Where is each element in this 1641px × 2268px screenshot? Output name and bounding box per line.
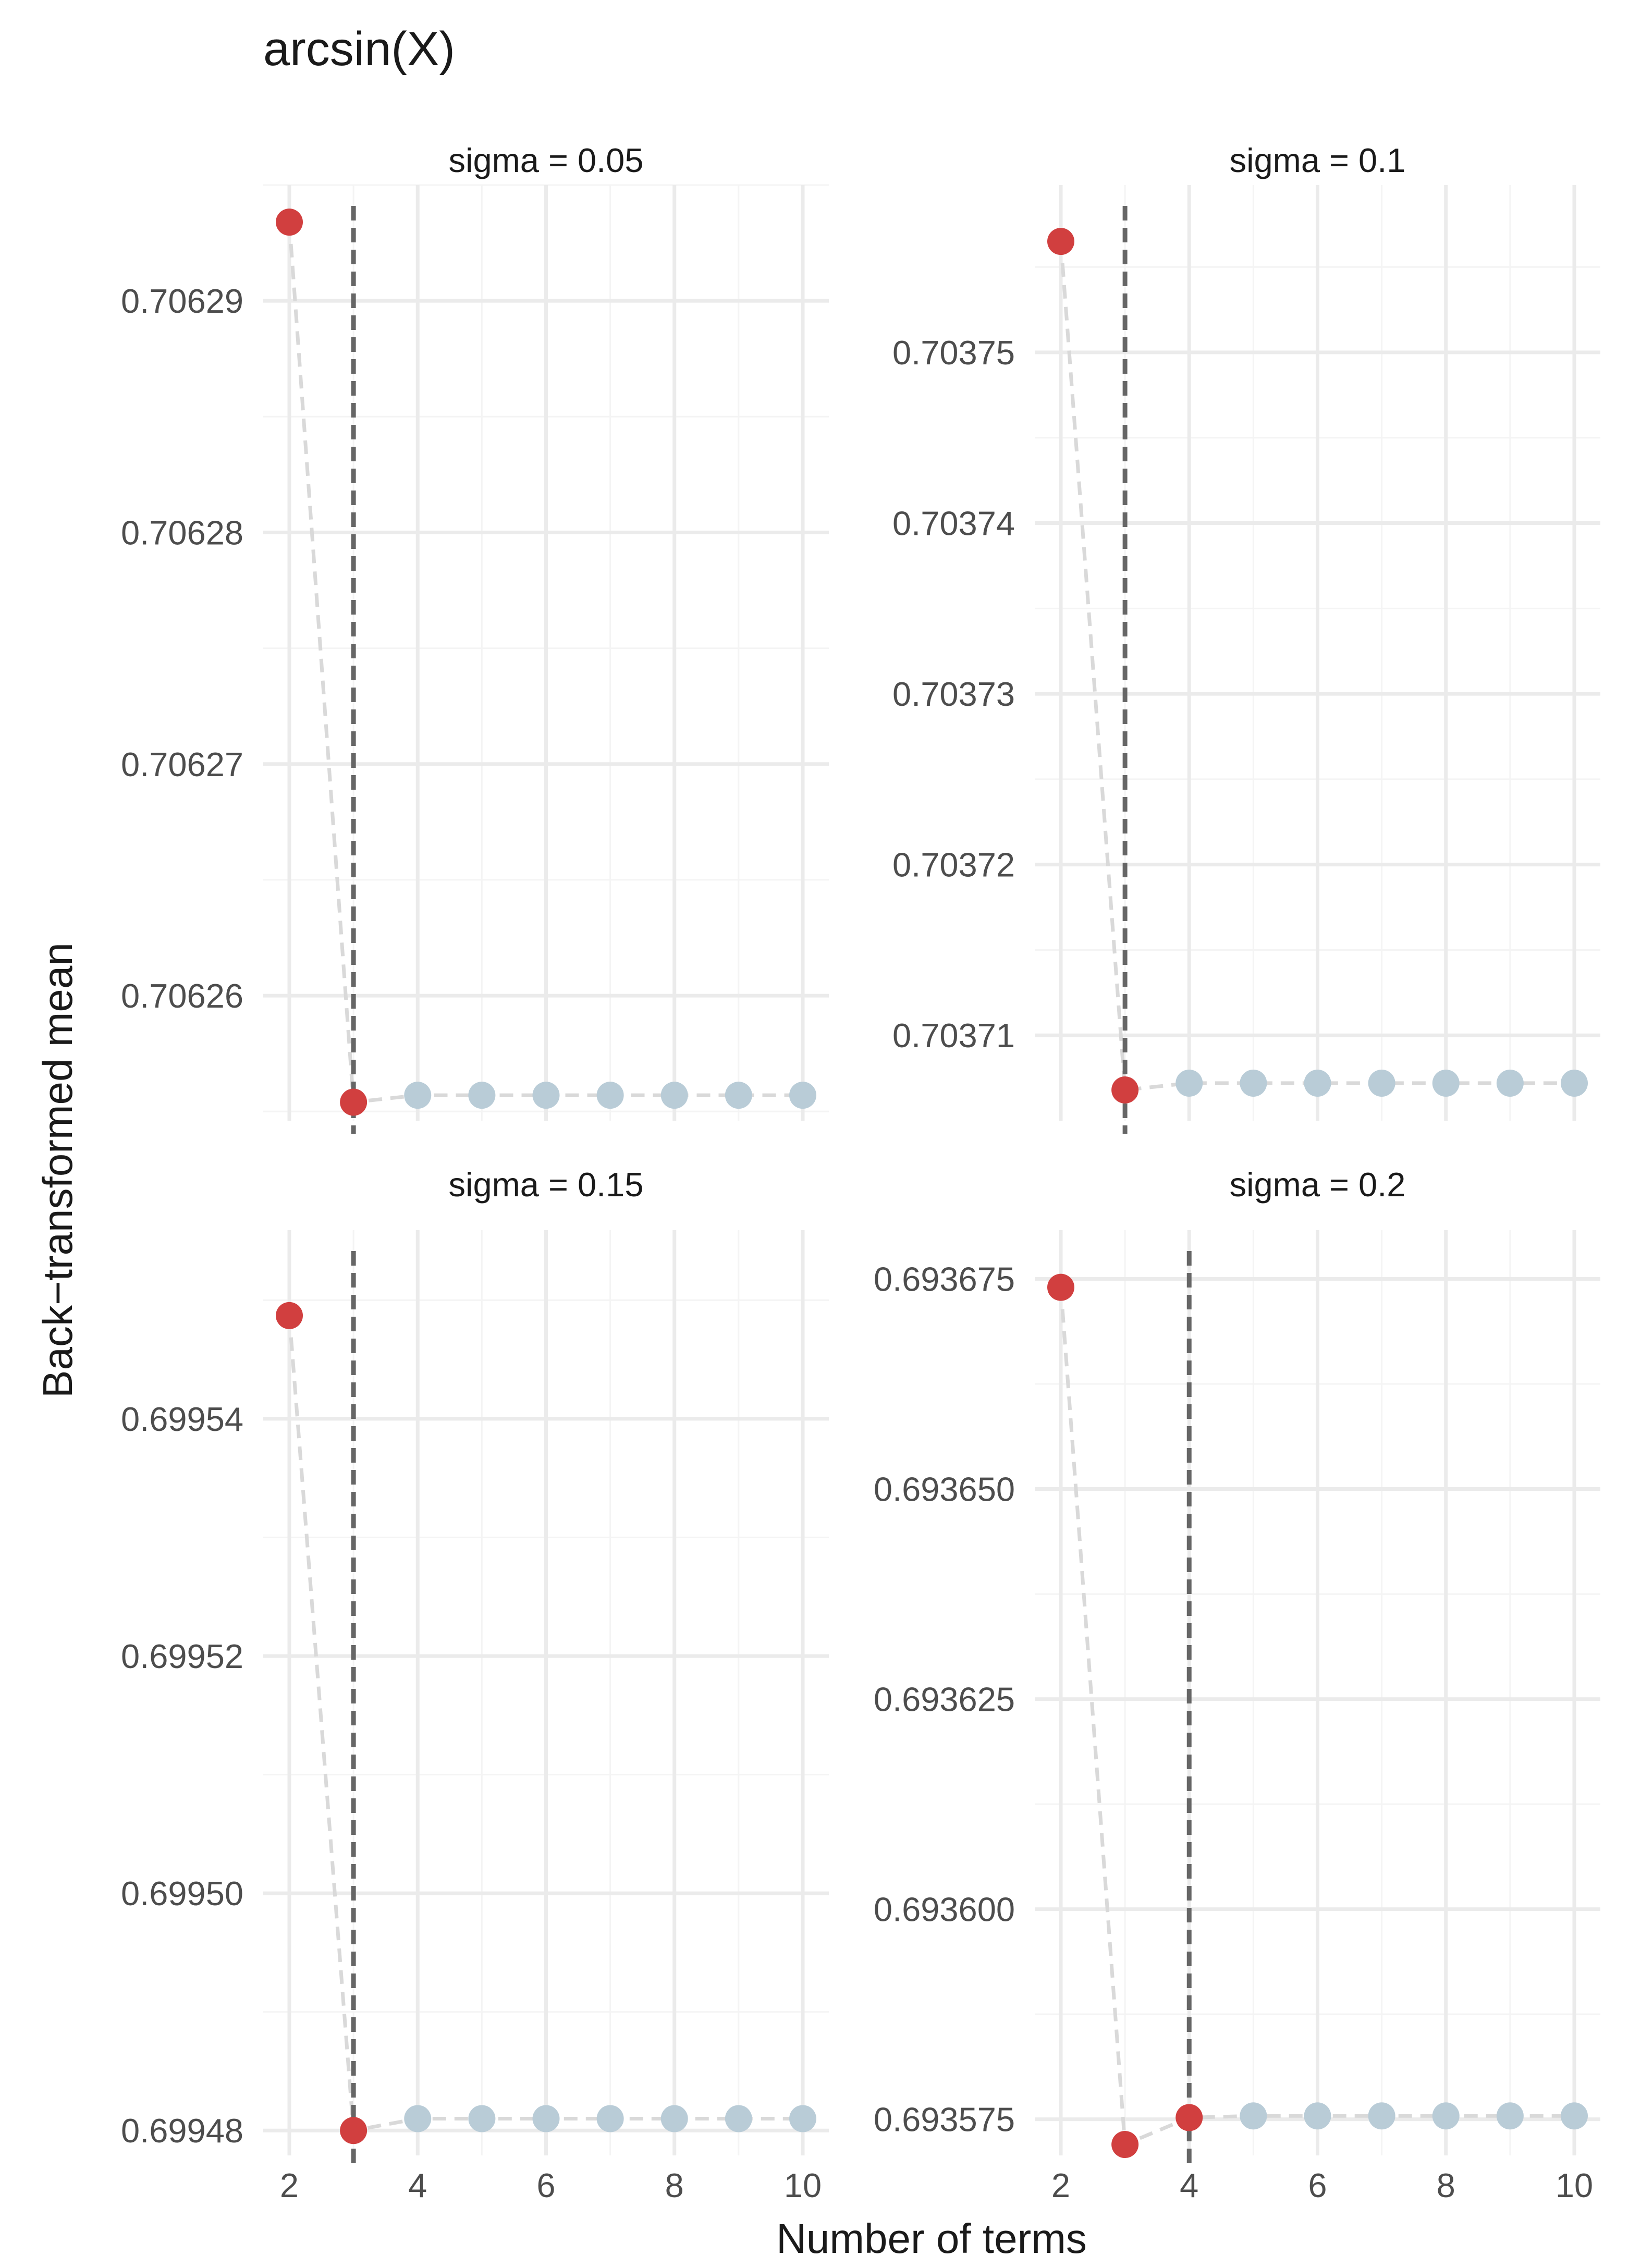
data-point bbox=[1432, 2102, 1460, 2130]
y-tick-label: 0.70628 bbox=[121, 513, 243, 551]
facet-panel: 0.70371 0.70372 0.70373 0.70374 0.70375 sigma… bbox=[892, 141, 1600, 1134]
data-point bbox=[725, 2105, 752, 2132]
y-tick-label: 0.70371 bbox=[892, 1016, 1015, 1055]
data-point-highlight bbox=[1175, 2104, 1203, 2131]
y-tick-label: 0.69952 bbox=[121, 1637, 243, 1675]
data-point-highlight bbox=[340, 2117, 368, 2144]
data-point bbox=[725, 1082, 752, 1109]
facet-strip-label: sigma = 0.2 bbox=[1230, 1166, 1406, 1204]
data-point-highlight bbox=[276, 209, 303, 236]
y-tick-label: 0.70626 bbox=[121, 977, 243, 1015]
data-point bbox=[1240, 1069, 1267, 1097]
data-point-highlight bbox=[340, 1088, 368, 1116]
x-axis-title: Number of terms bbox=[776, 2215, 1087, 2262]
x-tick-label: 8 bbox=[1437, 2166, 1455, 2204]
chart-title: arcsin(X) bbox=[263, 22, 455, 76]
x-tick-label: 6 bbox=[1308, 2166, 1327, 2204]
data-point bbox=[789, 2105, 816, 2132]
data-point bbox=[1304, 2102, 1331, 2130]
y-tick-label: 0.70627 bbox=[121, 745, 243, 783]
facet-panel: 2 4 6 8 10 0.69948 0.69950 0.69952 0.69954 sigma … bbox=[121, 1166, 829, 2204]
data-point bbox=[1240, 2102, 1267, 2130]
data-point bbox=[468, 2105, 496, 2132]
data-point-highlight bbox=[276, 1302, 303, 1329]
data-point bbox=[660, 2105, 688, 2132]
data-point bbox=[1432, 1069, 1460, 1097]
facet-strip-label: sigma = 0.1 bbox=[1230, 141, 1406, 179]
data-point-highlight bbox=[1111, 1076, 1139, 1104]
y-tick-label: 0.70372 bbox=[892, 846, 1015, 884]
y-tick-label: 0.69948 bbox=[121, 2112, 243, 2150]
y-tick-label: 0.70374 bbox=[892, 505, 1015, 543]
x-tick-label: 2 bbox=[1051, 2166, 1070, 2204]
y-tick-label: 0.693625 bbox=[874, 1681, 1015, 1719]
facet-panels: 0.70626 0.70627 0.70628 0.70629 sigma = 0.05… bbox=[121, 141, 1600, 2204]
data-point-highlight bbox=[1047, 228, 1074, 255]
y-tick-label: 0.69954 bbox=[121, 1400, 243, 1438]
y-tick-label: 0.693675 bbox=[874, 1260, 1015, 1298]
facet-strip-label: sigma = 0.05 bbox=[449, 141, 644, 179]
facet-strip-label: sigma = 0.15 bbox=[449, 1166, 644, 1204]
y-tick-label: 0.693575 bbox=[874, 2101, 1015, 2139]
x-tick-label: 10 bbox=[784, 2166, 822, 2204]
y-tick-label: 0.693650 bbox=[874, 1470, 1015, 1509]
data-point bbox=[404, 1082, 432, 1109]
x-tick-label: 10 bbox=[1556, 2166, 1593, 2204]
data-point bbox=[468, 1082, 496, 1109]
data-point bbox=[1496, 1069, 1524, 1097]
data-point bbox=[532, 1082, 560, 1109]
data-point bbox=[660, 1082, 688, 1109]
x-tick-label: 2 bbox=[280, 2166, 299, 2204]
y-tick-label: 0.70375 bbox=[892, 334, 1015, 372]
y-axis-title: Back−transformed mean bbox=[34, 942, 81, 1398]
y-tick-label: 0.693600 bbox=[874, 1891, 1015, 1929]
y-tick-label: 0.70373 bbox=[892, 675, 1015, 713]
data-point bbox=[789, 1082, 816, 1109]
x-tick-label: 8 bbox=[665, 2166, 684, 2204]
data-point bbox=[1368, 2102, 1395, 2130]
data-point-highlight bbox=[1047, 1273, 1074, 1301]
data-point bbox=[1561, 1069, 1588, 1097]
x-tick-label: 6 bbox=[536, 2166, 555, 2204]
data-point bbox=[1304, 1069, 1331, 1097]
x-tick-label: 4 bbox=[1180, 2166, 1198, 2204]
facet-panel: 0.70626 0.70627 0.70628 0.70629 sigma = 0.05 bbox=[121, 141, 829, 1134]
data-point bbox=[1368, 1069, 1395, 1097]
data-point bbox=[1496, 2102, 1524, 2130]
data-point-highlight bbox=[1111, 2131, 1139, 2159]
y-tick-label: 0.70629 bbox=[121, 282, 243, 320]
data-point bbox=[404, 2105, 432, 2132]
facet-panel: 2 4 6 8 10 0.693575 0.693600 0.693625 0.693650 0.… bbox=[874, 1166, 1600, 2204]
data-point bbox=[596, 2105, 624, 2132]
y-tick-label: 0.69950 bbox=[121, 1874, 243, 1913]
data-point bbox=[532, 2105, 560, 2132]
series-connector-line bbox=[1059, 241, 1574, 1092]
x-tick-label: 4 bbox=[408, 2166, 427, 2204]
data-point bbox=[1175, 1069, 1203, 1097]
data-point bbox=[596, 1082, 624, 1109]
data-point bbox=[1561, 2102, 1588, 2130]
